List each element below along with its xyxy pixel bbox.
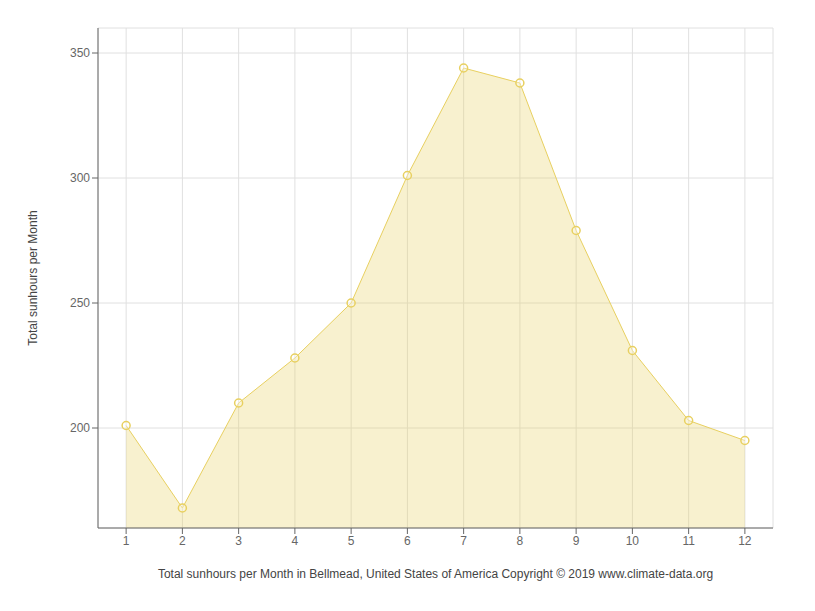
svg-text:1: 1 bbox=[123, 534, 130, 548]
svg-text:5: 5 bbox=[348, 534, 355, 548]
svg-text:11: 11 bbox=[682, 534, 695, 548]
svg-text:Total sunhours per Month: Total sunhours per Month bbox=[26, 210, 40, 345]
svg-text:6: 6 bbox=[404, 534, 411, 548]
svg-text:4: 4 bbox=[292, 534, 299, 548]
svg-text:12: 12 bbox=[738, 534, 752, 548]
svg-text:7: 7 bbox=[460, 534, 467, 548]
svg-text:3: 3 bbox=[235, 534, 242, 548]
svg-text:300: 300 bbox=[70, 171, 90, 185]
svg-text:250: 250 bbox=[70, 296, 90, 310]
svg-text:8: 8 bbox=[517, 534, 524, 548]
svg-text:Total sunhours per Month in Be: Total sunhours per Month in Bellmead, Un… bbox=[158, 567, 713, 581]
svg-text:200: 200 bbox=[70, 421, 90, 435]
svg-text:2: 2 bbox=[179, 534, 186, 548]
svg-text:350: 350 bbox=[70, 46, 90, 60]
svg-text:10: 10 bbox=[626, 534, 640, 548]
svg-text:9: 9 bbox=[573, 534, 580, 548]
